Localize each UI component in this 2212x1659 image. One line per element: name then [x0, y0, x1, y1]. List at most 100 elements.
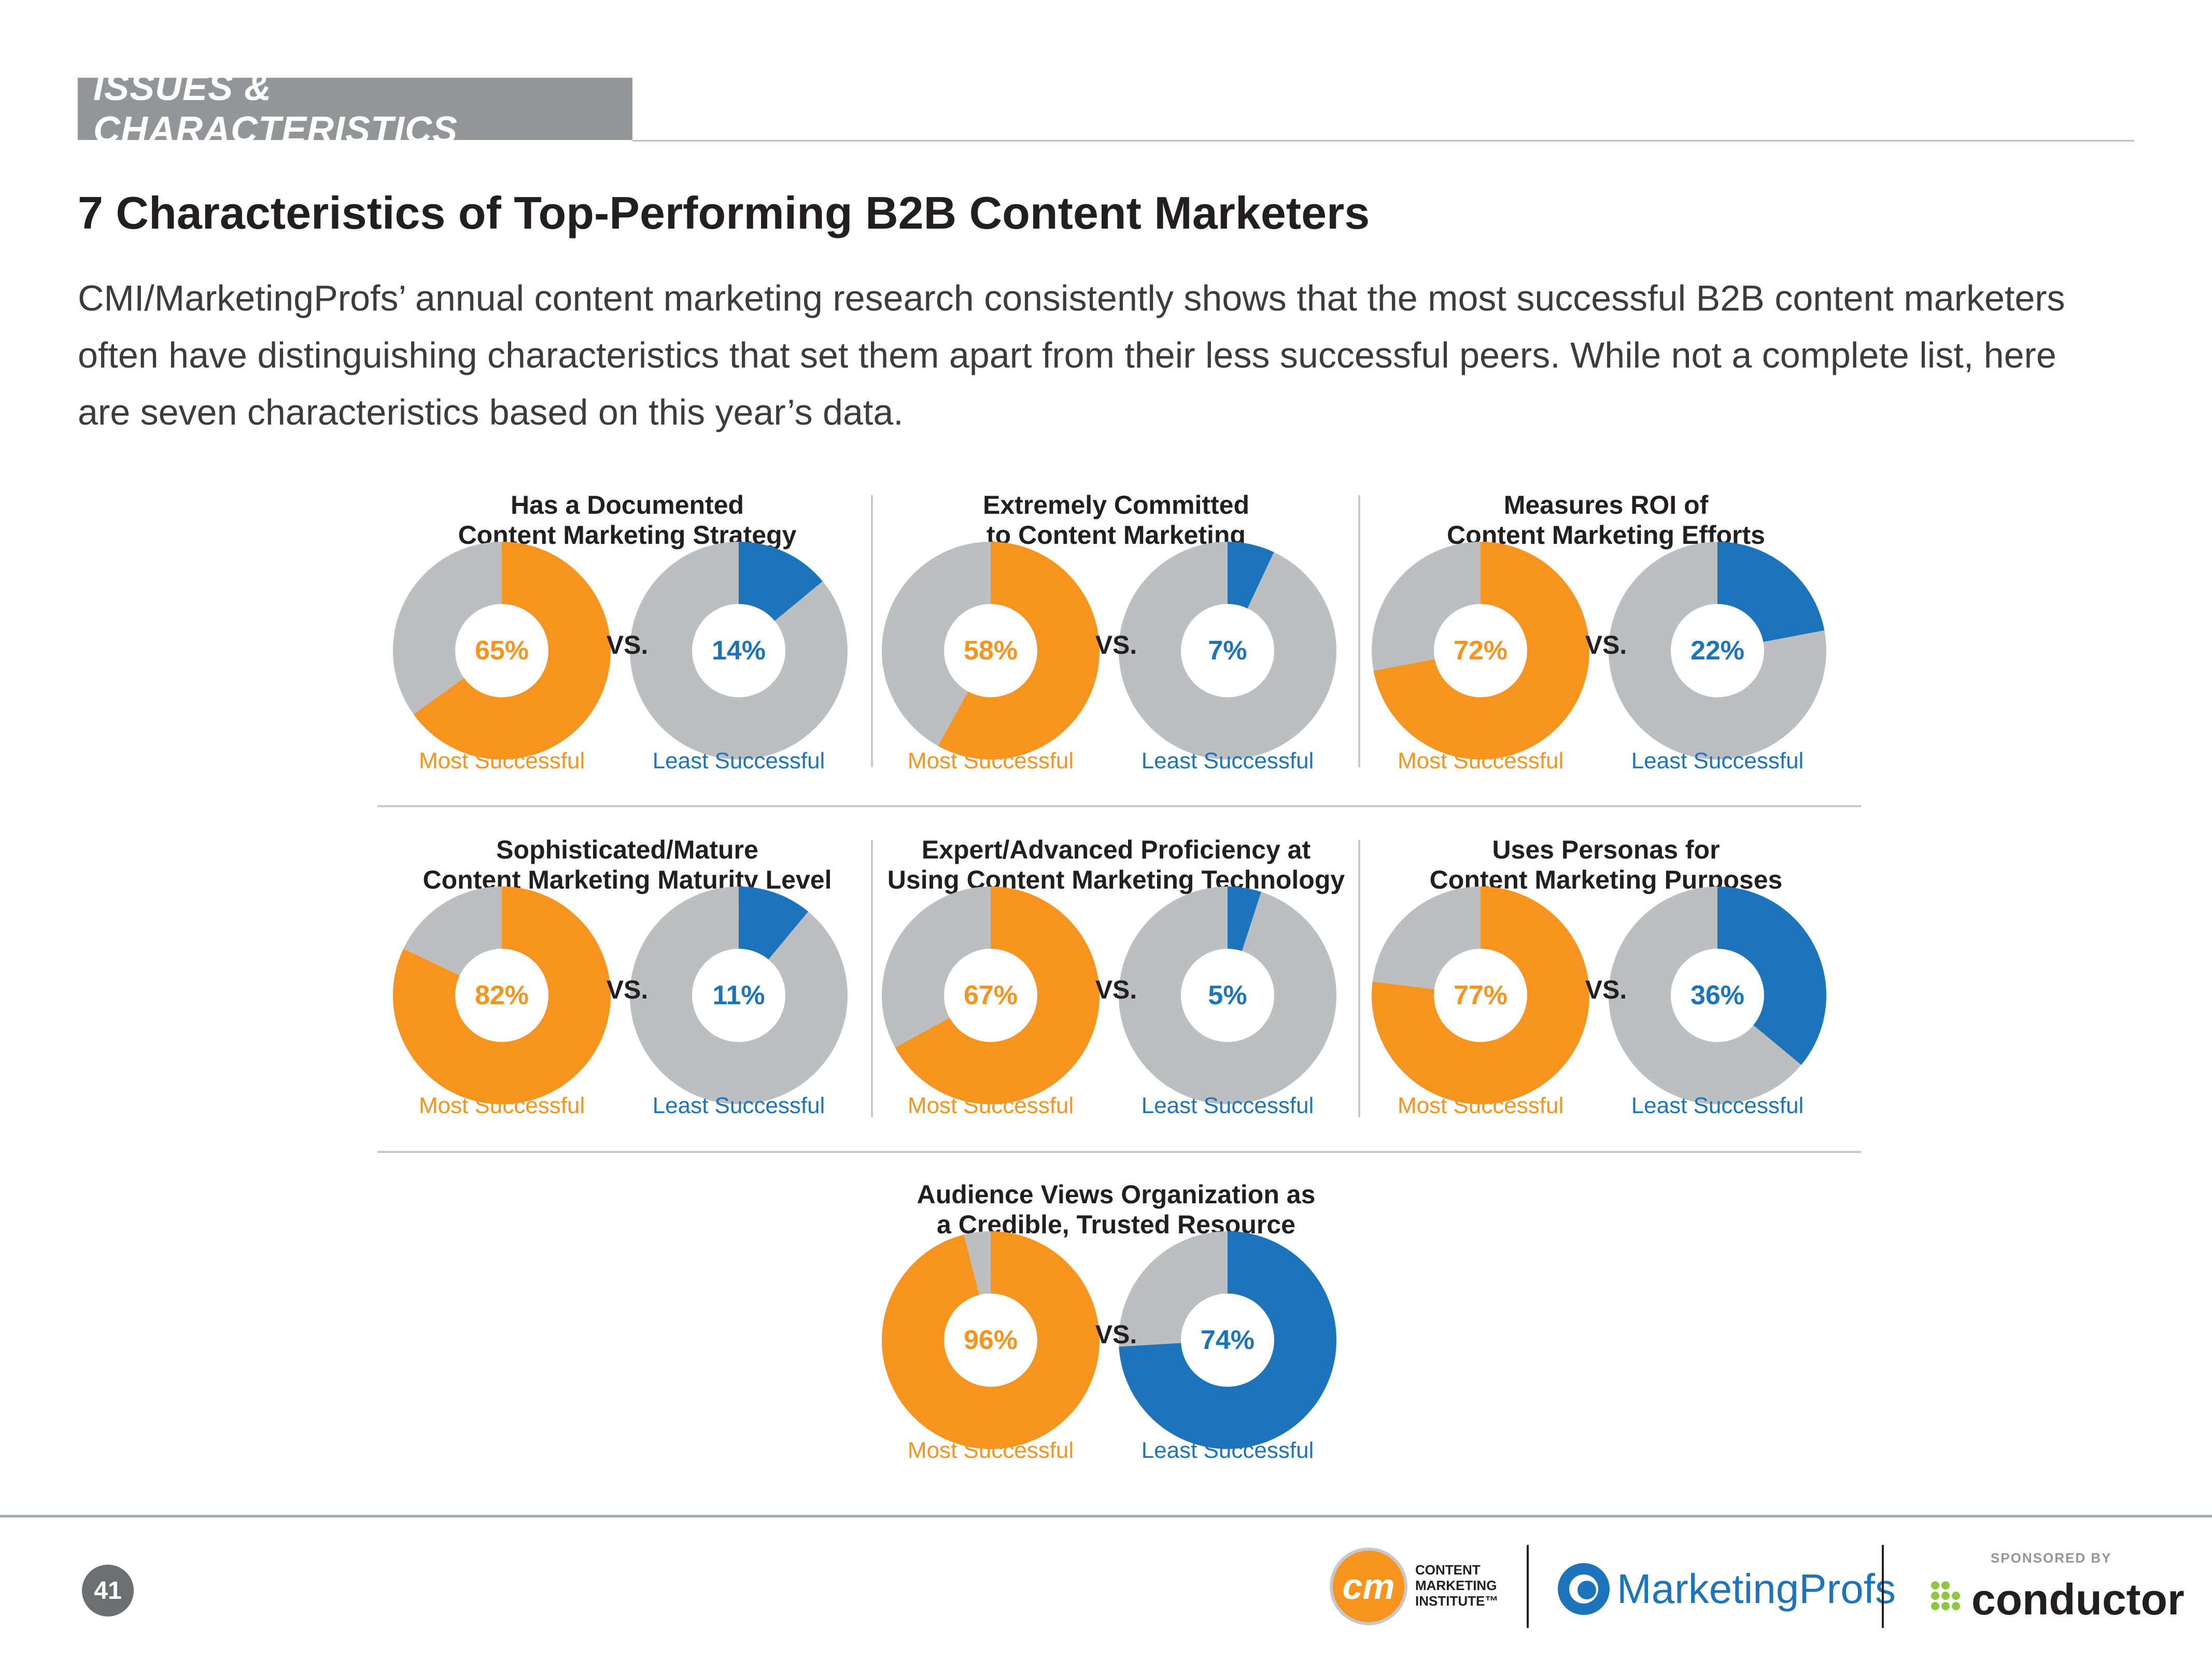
donut-value-slice: [882, 887, 1100, 1104]
vs-label: VS.: [606, 630, 649, 659]
logo-separator: [1882, 1545, 1884, 1628]
donut-chart: 36%: [1609, 887, 1826, 1104]
cmi-logo-line: INSTITUTE™: [1415, 1593, 1499, 1609]
cmi-logo: cm CONTENT MARKETING INSTITUTE™: [1330, 1548, 1501, 1625]
donut-hole: [1687, 965, 1748, 1025]
conductor-logo: conductor: [1931, 1568, 2185, 1630]
chart-title-line: Uses Personas for: [1492, 835, 1720, 864]
most-successful-label: Most Successful: [907, 748, 1074, 774]
donut-hole: [1450, 621, 1511, 681]
most-successful-label: Most Successful: [907, 1093, 1074, 1118]
column-divider: [871, 495, 873, 767]
intro-line: CMI/MarketingProfs’ annual content marke…: [78, 278, 2065, 318]
chart-title: Uses Personas for Content Marketing Purpo…: [1362, 835, 1850, 895]
section-label: ISSUES & CHARACTERISTICS: [93, 67, 458, 151]
donut-chart: 7%: [1119, 542, 1336, 760]
intro-line: often have distinguishing characteristic…: [78, 335, 2056, 375]
chart-title-line: to Content Marketing: [987, 521, 1246, 550]
donut-value-label: 22%: [1690, 636, 1745, 666]
marketingprofs-logo-text: MarketingProfs: [1617, 1566, 1896, 1612]
donut-value-slice: [1372, 887, 1589, 1104]
donut-value-label: 14%: [711, 636, 766, 666]
donut-svg: [1372, 887, 1589, 1104]
chart-title: Expert/Advanced Proficiency at Using Cont…: [872, 835, 1360, 895]
donut-svg: [630, 887, 848, 1104]
donut-value-label: 36%: [1690, 980, 1745, 1010]
footer-rule: [0, 1515, 2212, 1517]
logo-separator: [1527, 1545, 1529, 1628]
donut-value-label: 74%: [1200, 1325, 1255, 1355]
donut-value-slice: [393, 887, 611, 1104]
donut-chart: 77%: [1372, 887, 1589, 1104]
donut-value-slice: [630, 542, 848, 760]
chart-title: Extremely Committed to Content Marketing: [872, 490, 1360, 550]
chart-title-line: Sophisticated/Mature: [496, 835, 758, 864]
donut-hole: [1197, 1310, 1258, 1370]
donut-hole: [1197, 621, 1258, 681]
donut-value-slice: [882, 542, 1100, 760]
most-successful-label: Most Successful: [907, 1438, 1074, 1463]
chart-panel: Sophisticated/Mature Content Marketing Ma…: [384, 835, 871, 1125]
vs-label: VS.: [1095, 1320, 1137, 1349]
donut-svg: [1609, 887, 1826, 1104]
donut-value-slice: [1609, 542, 1826, 760]
chart-title-line: Has a Documented: [510, 490, 744, 519]
chart-panel: Expert/Advanced Proficiency at Using Cont…: [872, 835, 1360, 1125]
donut-hole: [961, 965, 1021, 1025]
column-divider: [871, 840, 873, 1117]
donut-hole: [961, 621, 1021, 681]
donut-chart: 5%: [1119, 887, 1336, 1104]
intro-paragraph: CMI/MarketingProfs’ annual content marke…: [78, 270, 2162, 441]
donut-chart: 96%: [882, 1231, 1100, 1449]
chart-panel: Uses Personas for Content Marketing Purpo…: [1362, 835, 1850, 1125]
donut-chart: 58%: [882, 542, 1100, 760]
chart-title-line: Content Marketing Efforts: [1447, 521, 1765, 550]
chart-title-line: Measures ROI of: [1503, 490, 1709, 519]
marketingprofs-logo: MarketingProfs: [1558, 1558, 1896, 1620]
donut-value-label: 67%: [963, 980, 1018, 1010]
donut-value-slice: [1372, 542, 1589, 760]
chart-title: Measures ROI of Content Marketing Efforts: [1362, 490, 1850, 550]
section-rule: [632, 140, 2134, 142]
least-successful-label: Least Successful: [652, 748, 825, 774]
cmi-logo-line: CONTENT: [1415, 1562, 1481, 1578]
donut-svg: [393, 887, 611, 1104]
most-successful-label: Most Successful: [1397, 748, 1564, 774]
donut-hole: [1197, 965, 1258, 1025]
least-successful-label: Least Successful: [1141, 1093, 1314, 1118]
donut-svg: [1119, 887, 1336, 1104]
donut-value-label: 72%: [1453, 636, 1508, 666]
donut-hole: [709, 621, 769, 681]
donut-hole: [472, 965, 532, 1025]
page-title: 7 Characteristics of Top-Performing B2B …: [78, 187, 1370, 238]
donut-svg: [882, 1231, 1100, 1449]
cmi-logo-text: CONTENT MARKETING INSTITUTE™: [1415, 1562, 1498, 1609]
donut-svg: [1119, 1231, 1336, 1449]
row-divider: [377, 805, 1861, 807]
donut-value-label: 77%: [1453, 980, 1508, 1010]
donut-value-slice: [882, 1231, 1100, 1449]
chart-title-line: a Credible, Trusted Resource: [937, 1210, 1295, 1239]
least-successful-label: Least Successful: [1141, 748, 1314, 774]
donut-value-label: 11%: [712, 980, 765, 1010]
intro-line: are seven characteristics based on this …: [78, 392, 904, 432]
vs-label: VS.: [606, 975, 649, 1004]
vs-label: VS.: [1095, 975, 1137, 1004]
donut-chart: 74%: [1119, 1231, 1336, 1449]
donut-chart: 72%: [1372, 542, 1589, 760]
donut-svg: [882, 542, 1100, 760]
chart-title-line: Content Marketing Purposes: [1429, 865, 1783, 894]
chart-title: Audience Views Organization as a Credible…: [872, 1179, 1360, 1240]
column-divider: [1358, 840, 1360, 1117]
cmi-logo-line: MARKETING: [1415, 1578, 1497, 1593]
chart-title-line: Extremely Committed: [982, 490, 1250, 519]
conductor-logo-text: conductor: [1971, 1574, 2185, 1624]
chart-title-line: Content Marketing Strategy: [458, 521, 797, 550]
donut-value-label: 96%: [963, 1325, 1018, 1355]
donut-value-slice: [1119, 542, 1336, 760]
chart-title-line: Audience Views Organization as: [917, 1180, 1316, 1209]
donut-chart: 67%: [882, 887, 1100, 1104]
vs-label: VS.: [1585, 630, 1627, 659]
donut-value-slice: [1609, 887, 1826, 1104]
donut-svg: [1372, 542, 1589, 760]
